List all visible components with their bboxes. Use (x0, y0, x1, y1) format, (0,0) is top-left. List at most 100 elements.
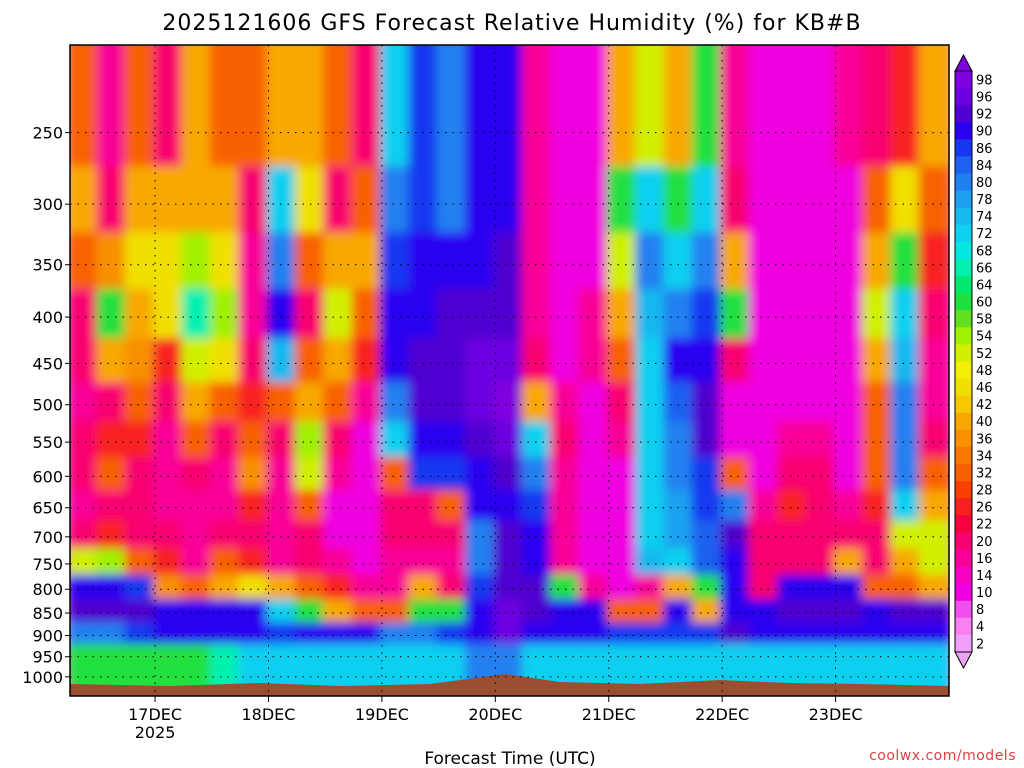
humidity-cell (720, 382, 753, 426)
humidity-cell (323, 382, 356, 426)
colorbar: 9896929086848078747268666460585452484642… (954, 53, 993, 670)
humidity-cell (70, 599, 101, 627)
humidity-cell (465, 457, 498, 494)
colorbar-label: 74 (976, 210, 993, 225)
humidity-cell (493, 490, 526, 525)
humidity-cell (635, 232, 668, 293)
humidity-cell (294, 490, 328, 525)
colorbar-label: 20 (976, 535, 993, 550)
colorbar-frame (954, 70, 973, 653)
humidity-cell (663, 288, 696, 343)
colorbar-swatch (955, 378, 972, 397)
humidity-cell (153, 622, 186, 649)
colorbar-label: 48 (976, 364, 993, 379)
humidity-cell (266, 490, 299, 525)
humidity-cell (209, 382, 243, 426)
humidity-cell (124, 338, 158, 386)
humidity-cell (890, 232, 923, 293)
humidity-cell (379, 490, 413, 525)
humidity-cell (833, 599, 866, 627)
humidity-cell (408, 45, 441, 171)
y-tick-label: 600 (32, 467, 63, 486)
humidity-cell (323, 599, 356, 627)
humidity-cell (550, 166, 583, 237)
humidity-cell (153, 45, 186, 171)
humidity-cell (266, 574, 299, 604)
humidity-cell (408, 490, 441, 525)
humidity-cell (379, 457, 413, 494)
humidity-cell (833, 421, 866, 462)
humidity-cell (550, 288, 583, 343)
humidity-cell (96, 490, 129, 525)
humidity-cell (70, 490, 101, 525)
humidity-cell (833, 382, 866, 426)
humidity-cell (578, 45, 611, 171)
humidity-cell (70, 421, 101, 462)
humidity-cell (833, 288, 866, 343)
humidity-cell (294, 338, 328, 386)
humidity-cell (606, 548, 640, 579)
colorbar-swatch (955, 71, 972, 89)
y-tick-label: 750 (32, 555, 63, 574)
humidity-cell (70, 166, 101, 237)
humidity-cell (720, 421, 753, 462)
humidity-cell (266, 45, 299, 171)
humidity-cell (521, 574, 555, 604)
humidity-cell (776, 421, 810, 462)
x-tick-label: 18DEC (241, 705, 295, 724)
humidity-cell (238, 457, 271, 494)
humidity-cell (70, 520, 101, 553)
colorbar-label: 66 (976, 261, 993, 276)
humidity-cell (578, 574, 611, 604)
humidity-cell (493, 288, 526, 343)
humidity-cell (663, 421, 696, 462)
humidity-cell (153, 338, 186, 386)
y-tick-label: 550 (32, 433, 63, 452)
humidity-cell (96, 45, 129, 171)
humidity-cell (379, 574, 413, 604)
colorbar-swatch (955, 344, 972, 363)
humidity-cell (408, 520, 441, 553)
humidity-cell (635, 382, 668, 426)
colorbar-label: 2 (976, 637, 984, 652)
humidity-cell (70, 382, 101, 426)
colorbar-label: 86 (976, 142, 993, 157)
colorbar-swatch (955, 361, 972, 380)
colorbar-swatch (955, 156, 972, 175)
humidity-cell (918, 520, 949, 553)
colorbar-swatch (955, 293, 972, 311)
humidity-cell (181, 338, 214, 386)
humidity-cell (379, 520, 413, 553)
humidity-cell (663, 232, 696, 293)
humidity-cell (238, 382, 271, 426)
humidity-cell (436, 457, 469, 494)
humidity-cell (833, 622, 866, 649)
humidity-cell (70, 574, 101, 604)
humidity-cell (748, 166, 781, 237)
humidity-cell (153, 599, 186, 627)
humidity-cell (578, 232, 611, 293)
humidity-cell (493, 457, 526, 494)
humidity-cell (776, 490, 810, 525)
humidity-cell (379, 288, 413, 343)
humidity-cell (606, 166, 640, 237)
humidity-cell (776, 288, 810, 343)
humidity-cell (70, 338, 101, 386)
humidity-cell (833, 232, 866, 293)
humidity-cell (266, 520, 299, 553)
humidity-cell (209, 457, 243, 494)
humidity-cell (124, 599, 158, 627)
humidity-cell (805, 421, 838, 462)
colorbar-label: 34 (976, 449, 993, 464)
humidity-cell (748, 338, 781, 386)
humidity-cell (465, 288, 498, 343)
humidity-cell (606, 457, 640, 494)
y-tick-label: 1000 (22, 668, 63, 687)
humidity-cell (805, 457, 838, 494)
humidity-field (70, 45, 949, 696)
humidity-cell (323, 520, 356, 553)
colorbar-label: 80 (976, 176, 993, 191)
humidity-cell (323, 421, 356, 462)
